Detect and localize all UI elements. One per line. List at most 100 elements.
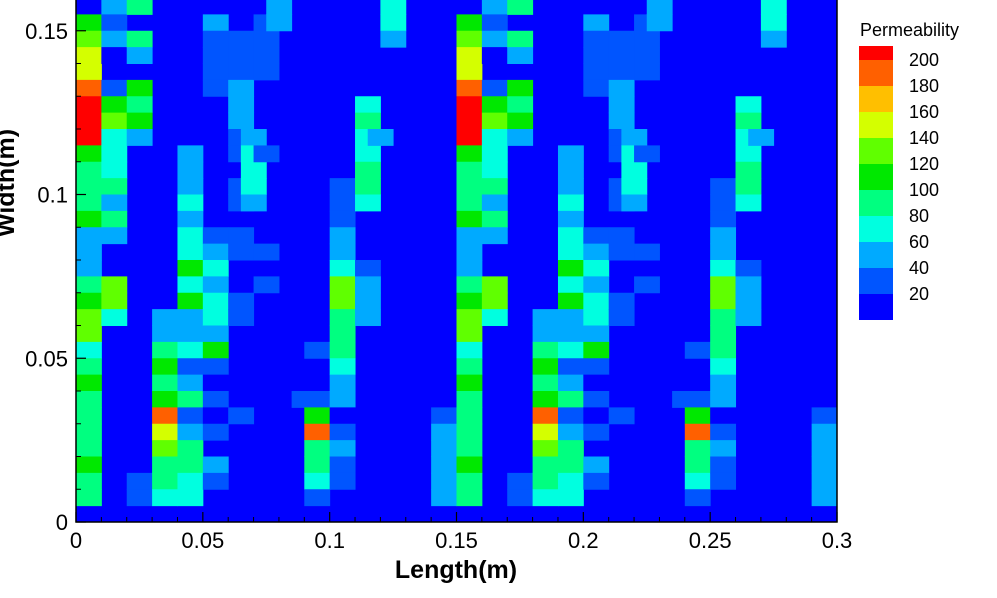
heatmap-cell <box>710 423 737 441</box>
heatmap-cell <box>177 440 204 458</box>
heatmap-cell <box>710 440 737 458</box>
heatmap-cell <box>202 79 229 97</box>
heatmap-cell <box>583 47 610 64</box>
heatmap-cell <box>760 0 787 15</box>
heatmap-cell <box>101 96 128 114</box>
heatmap-cell <box>329 227 356 245</box>
heatmap-cell <box>177 489 204 507</box>
heatmap-cell <box>304 341 331 359</box>
heatmap-cell <box>177 325 204 343</box>
heatmap-cell <box>101 112 128 130</box>
heatmap-cell <box>608 96 635 114</box>
heatmap-cell <box>608 292 635 310</box>
heatmap-cell <box>380 30 407 48</box>
heatmap-cell <box>355 96 381 114</box>
heatmap-cell <box>583 341 610 359</box>
heatmap-cell <box>76 47 102 64</box>
heatmap-cell <box>634 30 660 48</box>
heatmap-cell <box>431 472 457 490</box>
x-axis-title: Length(m) <box>395 556 517 584</box>
y-tick-label: 0.1 <box>37 183 68 208</box>
heatmap-cell <box>811 472 838 490</box>
heatmap-cell <box>152 440 178 458</box>
heatmap-cell <box>456 227 483 245</box>
heatmap-cell <box>811 489 838 507</box>
heatmap-cell <box>152 325 178 343</box>
heatmap-cell <box>101 30 128 48</box>
heatmap-cell <box>177 161 204 179</box>
heatmap-cell <box>202 358 229 376</box>
x-tick-label: 0 <box>70 528 82 553</box>
heatmap-cell <box>431 440 457 458</box>
heatmap-cell <box>101 227 128 245</box>
heatmap-cell <box>735 292 762 310</box>
heatmap-cell <box>583 276 610 294</box>
heatmap-cell <box>557 407 584 425</box>
heatmap-cell <box>456 161 483 179</box>
heatmap-cell <box>76 63 102 81</box>
heatmap-cell <box>228 63 255 81</box>
heatmap-cell <box>634 47 660 64</box>
heatmap-cell <box>266 0 293 15</box>
y-tick-label: 0.05 <box>25 346 68 371</box>
heatmap-cell <box>101 309 128 327</box>
heatmap-cell <box>456 440 483 458</box>
heatmap-cell <box>456 325 483 343</box>
heatmap-cell <box>152 374 178 392</box>
x-tick-label: 0.3 <box>822 528 853 553</box>
heatmap-cell <box>583 325 610 343</box>
heatmap-cell <box>557 472 584 490</box>
heatmap-cell <box>557 358 584 376</box>
heatmap-cell <box>202 309 229 327</box>
heatmap-cell <box>608 30 635 48</box>
heatmap-cell <box>735 178 762 196</box>
heatmap-cell <box>101 276 128 294</box>
heatmap-cell <box>557 243 584 261</box>
heatmap-cell <box>583 292 610 310</box>
heatmap-cell <box>329 292 356 310</box>
heatmap-cell <box>646 0 673 15</box>
heatmap-cell <box>583 472 610 490</box>
heatmap-cell <box>456 423 483 441</box>
heatmap-cell <box>507 30 534 48</box>
heatmap-cell <box>380 14 407 32</box>
heatmap-cell <box>152 489 178 507</box>
heatmap-cell <box>126 112 153 130</box>
heatmap-cell <box>735 309 762 327</box>
heatmap-cell <box>329 374 356 392</box>
heatmap-cell <box>583 63 610 81</box>
heatmap-cell <box>177 178 204 196</box>
heatmap-cell <box>608 79 635 97</box>
heatmap-cell <box>481 210 508 228</box>
legend-swatch <box>859 46 893 60</box>
heatmap-cell <box>557 423 584 441</box>
heatmap-cell <box>76 374 102 392</box>
heatmap-cell <box>177 341 204 359</box>
heatmap-cell <box>456 456 483 474</box>
heatmap-cell <box>202 292 229 310</box>
heatmap-cell <box>76 391 102 408</box>
heatmap-cell <box>253 276 280 294</box>
heatmap-cell <box>76 276 102 294</box>
heatmap-cell <box>177 243 204 261</box>
heatmap-cell <box>202 341 229 359</box>
heatmap-cell <box>177 292 204 310</box>
x-axis-ticks: 0 0.05 0.1 0.15 0.2 0.25 0.3 <box>70 512 852 553</box>
heatmap-cell <box>329 260 356 277</box>
x-tick-label: 0.15 <box>435 528 478 553</box>
heatmap-cell <box>684 456 711 474</box>
heatmap-cell <box>532 341 559 359</box>
heatmap-cell <box>304 423 331 441</box>
heatmap-cell <box>101 178 128 196</box>
legend-swatch <box>859 294 893 320</box>
x-tick-label: 0.25 <box>689 528 732 553</box>
y-tick-label: 0.15 <box>25 19 68 44</box>
heatmap-cell <box>76 79 102 97</box>
heatmap-cell <box>710 178 737 196</box>
heatmap-cell <box>507 96 534 114</box>
heatmap-cell <box>748 129 775 146</box>
heatmap-cell <box>76 210 102 228</box>
heatmap-cell <box>367 129 394 146</box>
heatmap-cell <box>304 489 331 507</box>
